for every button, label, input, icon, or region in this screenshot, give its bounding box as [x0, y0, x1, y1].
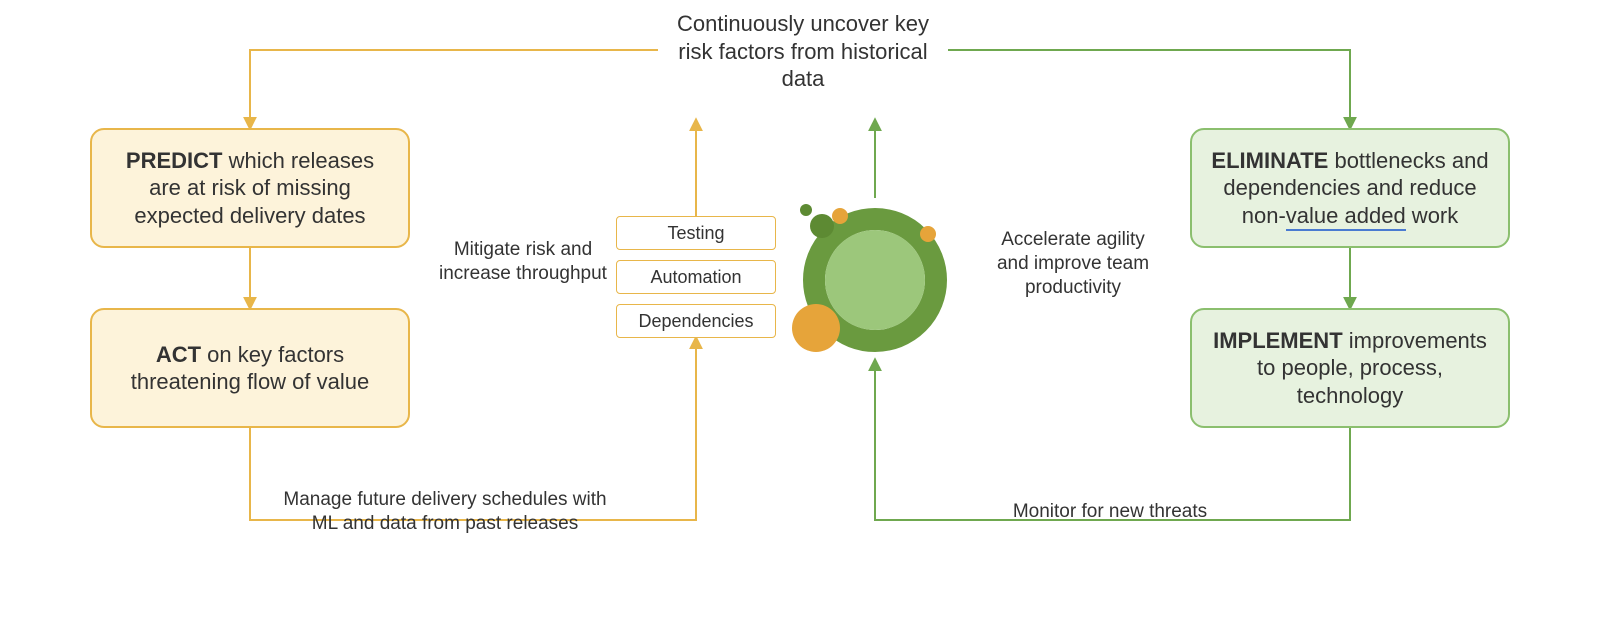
orb-inner: [825, 230, 925, 330]
orb-satellite: [832, 208, 848, 224]
act-box: ACT on key factors threatening flow of v…: [90, 308, 410, 428]
eliminate-bold: ELIMINATE: [1211, 148, 1328, 173]
implement-box: IMPLEMENT improvements to people, proces…: [1190, 308, 1510, 428]
mitigate-label: Mitigate risk and increase throughput: [438, 238, 608, 286]
act-bold: ACT: [156, 342, 201, 367]
predict-bold: PREDICT: [126, 148, 223, 173]
orb-outer-ring: [814, 219, 936, 341]
orb-satellite: [800, 204, 812, 216]
arrow-group: [250, 50, 1350, 520]
left-bottom-label: Manage future delivery schedules with ML…: [275, 488, 615, 536]
implement-text: IMPLEMENT improvements to people, proces…: [1210, 327, 1490, 410]
top-center-label: Continuously uncover key risk factors fr…: [658, 10, 948, 93]
eliminate-text: ELIMINATE bottlenecks and dependencies a…: [1210, 147, 1490, 230]
arrow-right-top: [948, 50, 1350, 128]
pill-dependencies: Dependencies: [616, 304, 776, 338]
orb-satellite: [920, 226, 936, 242]
predict-box: PREDICT which releases are at risk of mi…: [90, 128, 410, 248]
eliminate-post: work: [1406, 203, 1459, 228]
orb-satellites: [792, 204, 936, 352]
eliminate-underline: value added: [1286, 203, 1406, 231]
right-bottom-label: Monitor for new threats: [1000, 500, 1220, 524]
eliminate-box: ELIMINATE bottlenecks and dependencies a…: [1190, 128, 1510, 248]
act-text: ACT on key factors threatening flow of v…: [110, 341, 390, 396]
orb-satellite: [792, 304, 840, 352]
implement-bold: IMPLEMENT: [1213, 328, 1343, 353]
orb-graphic: [792, 204, 936, 352]
accelerate-label: Accelerate agility and improve team prod…: [988, 228, 1158, 299]
orb-satellite: [810, 214, 834, 238]
arrow-left-top: [250, 50, 658, 128]
pill-automation: Automation: [616, 260, 776, 294]
pill-testing: Testing: [616, 216, 776, 250]
diagram-stage: Continuously uncover key risk factors fr…: [0, 0, 1607, 637]
predict-text: PREDICT which releases are at risk of mi…: [110, 147, 390, 230]
